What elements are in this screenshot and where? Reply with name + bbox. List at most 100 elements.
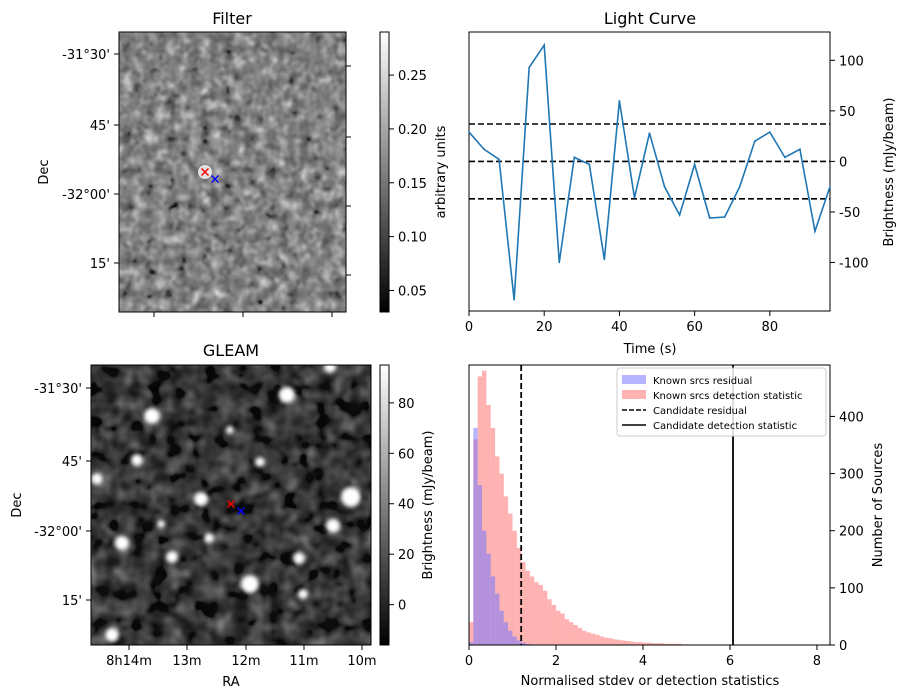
histogram-bar	[569, 622, 574, 645]
gleam-markers	[227, 500, 245, 515]
light-curve-title: Light Curve	[604, 9, 696, 28]
gleam-source	[204, 533, 214, 543]
gleam-x-tick-label: 10m	[347, 654, 376, 669]
histogram-bar	[625, 641, 630, 645]
gleam-source	[144, 408, 160, 424]
gleam-source	[326, 519, 340, 533]
gleam-y-tick-label: 15'	[62, 594, 82, 609]
histogram-bar	[482, 370, 487, 645]
light-curve-xlabel: Time (s)	[623, 342, 677, 357]
histogram-bar	[590, 633, 596, 645]
histogram-x-tick-label: 0	[465, 654, 473, 669]
light-curve-points	[468, 44, 831, 301]
histogram-ylabel: Number of Sources	[871, 443, 886, 568]
histogram-bar	[495, 456, 500, 645]
gleam-colorbar-ticks: 0 20 40 60 80	[389, 397, 415, 614]
light-curve-y-tick-label: -50	[839, 206, 860, 221]
histogram-bar	[499, 473, 504, 645]
filter-x-ticks	[153, 312, 333, 317]
histogram-x-ticks: 0 2 4 6 8	[465, 645, 821, 669]
gleam-image	[91, 365, 371, 645]
light-curve-y-tick-label: 100	[839, 54, 864, 69]
light-curve-point	[588, 163, 591, 166]
gleam-source	[131, 454, 143, 466]
gleam-marker-red	[227, 500, 235, 508]
histogram-bar	[529, 576, 535, 645]
histogram-bar	[642, 642, 648, 645]
histogram-bar	[469, 622, 474, 645]
gleam-source	[298, 589, 308, 599]
histogram-legend: Known srcs residual Known srcs detection …	[616, 367, 827, 437]
histogram-bar	[638, 642, 643, 645]
histogram-x-tick-label: 6	[726, 654, 734, 669]
histogram-bars	[469, 370, 817, 645]
histogram-bar	[525, 570, 530, 645]
histogram-y-tick-label: 0	[839, 639, 847, 654]
filter-colorbar-ticks: 0.05 0.10 0.15 0.20 0.25	[389, 69, 427, 299]
histogram-bar	[547, 599, 552, 645]
gleam-colorbar-tick-label: 0	[398, 599, 406, 614]
histogram-bar	[629, 641, 635, 645]
histogram-bar	[525, 643, 530, 645]
filter-y-tick-label: -32°00'	[62, 188, 110, 203]
light-curve-x-tick-label: 20	[536, 320, 553, 335]
filter-colorbar-tick-label: 0.15	[398, 177, 427, 192]
gleam-colorbar-tick-label: 60	[398, 447, 415, 462]
light-curve-panel: Light Curve Time (s) Brightness (mJy/bea…	[465, 9, 897, 357]
filter-markers	[198, 165, 219, 183]
histogram-bar	[521, 642, 526, 645]
light-curve-x-tick-label: 80	[762, 320, 779, 335]
filter-image	[119, 32, 346, 312]
histogram-bar	[647, 642, 652, 645]
histogram-bar	[656, 643, 661, 645]
gleam-x-tick-label: 13m	[172, 654, 201, 669]
histogram-bar	[512, 530, 517, 645]
histogram-bar	[577, 627, 583, 645]
histogram-bar	[538, 585, 543, 645]
light-curve-x-tick-label: 40	[611, 320, 628, 335]
histogram-x-tick-label: 4	[639, 654, 647, 669]
histogram-bar	[486, 405, 491, 645]
filter-colorbar	[380, 32, 389, 312]
light-curve-y-tick-label: -100	[839, 256, 869, 271]
light-curve-point	[678, 214, 681, 216]
light-curve-x-tick-label: 0	[465, 320, 473, 335]
gleam-source	[341, 487, 361, 507]
histogram-bar	[560, 613, 565, 645]
histogram-bar	[495, 593, 500, 645]
filter-ylabel: Dec	[37, 159, 52, 184]
light-curve-point	[723, 216, 726, 218]
gleam-x-ticks: 8h14m 13m 12m 11m 10m	[106, 645, 377, 669]
histogram-bar	[473, 427, 478, 645]
histogram-bar	[664, 643, 670, 645]
histogram-bar	[599, 636, 604, 645]
histogram-bar	[503, 622, 509, 645]
gleam-colorbar-tick-label: 40	[398, 498, 415, 513]
histogram-bar	[490, 427, 496, 645]
histogram-panel: 0 2 4 6 8 0 100 200 300 400 Normalised stdev or …	[465, 364, 886, 689]
histogram-bar	[586, 632, 591, 645]
light-curve-x-ticks: 0 20 40 60 80	[465, 311, 778, 335]
histogram-bar	[499, 610, 504, 645]
histogram-legend-box	[616, 367, 827, 437]
histogram-bar	[551, 605, 556, 645]
gleam-source	[293, 552, 305, 564]
histogram-y-ticks: 0 100 200 300 400	[830, 410, 864, 654]
filter-y-tick-label: -31°30'	[62, 48, 110, 63]
gleam-source	[279, 387, 295, 403]
gleam-source	[241, 575, 259, 593]
histogram-x-tick-label: 2	[552, 654, 560, 669]
histogram-bar	[651, 643, 657, 645]
histogram-y-tick-label: 200	[839, 525, 864, 540]
light-curve-point	[603, 258, 606, 261]
histogram-y-tick-label: 400	[839, 410, 864, 425]
gleam-x-tick-label: 12m	[231, 654, 260, 669]
histogram-bar	[477, 485, 483, 645]
gleam-y-tick-label: -32°00'	[34, 525, 82, 540]
light-curve-point	[468, 131, 470, 133]
histogram-bar	[503, 496, 509, 645]
gleam-panel: GLEAM RA Dec -31°30' 45' -32°00' 15' 8h14m 1…	[10, 341, 436, 690]
histogram-legend-handle	[622, 390, 646, 399]
light-curve-point	[738, 185, 741, 188]
light-curve-point	[633, 196, 636, 199]
